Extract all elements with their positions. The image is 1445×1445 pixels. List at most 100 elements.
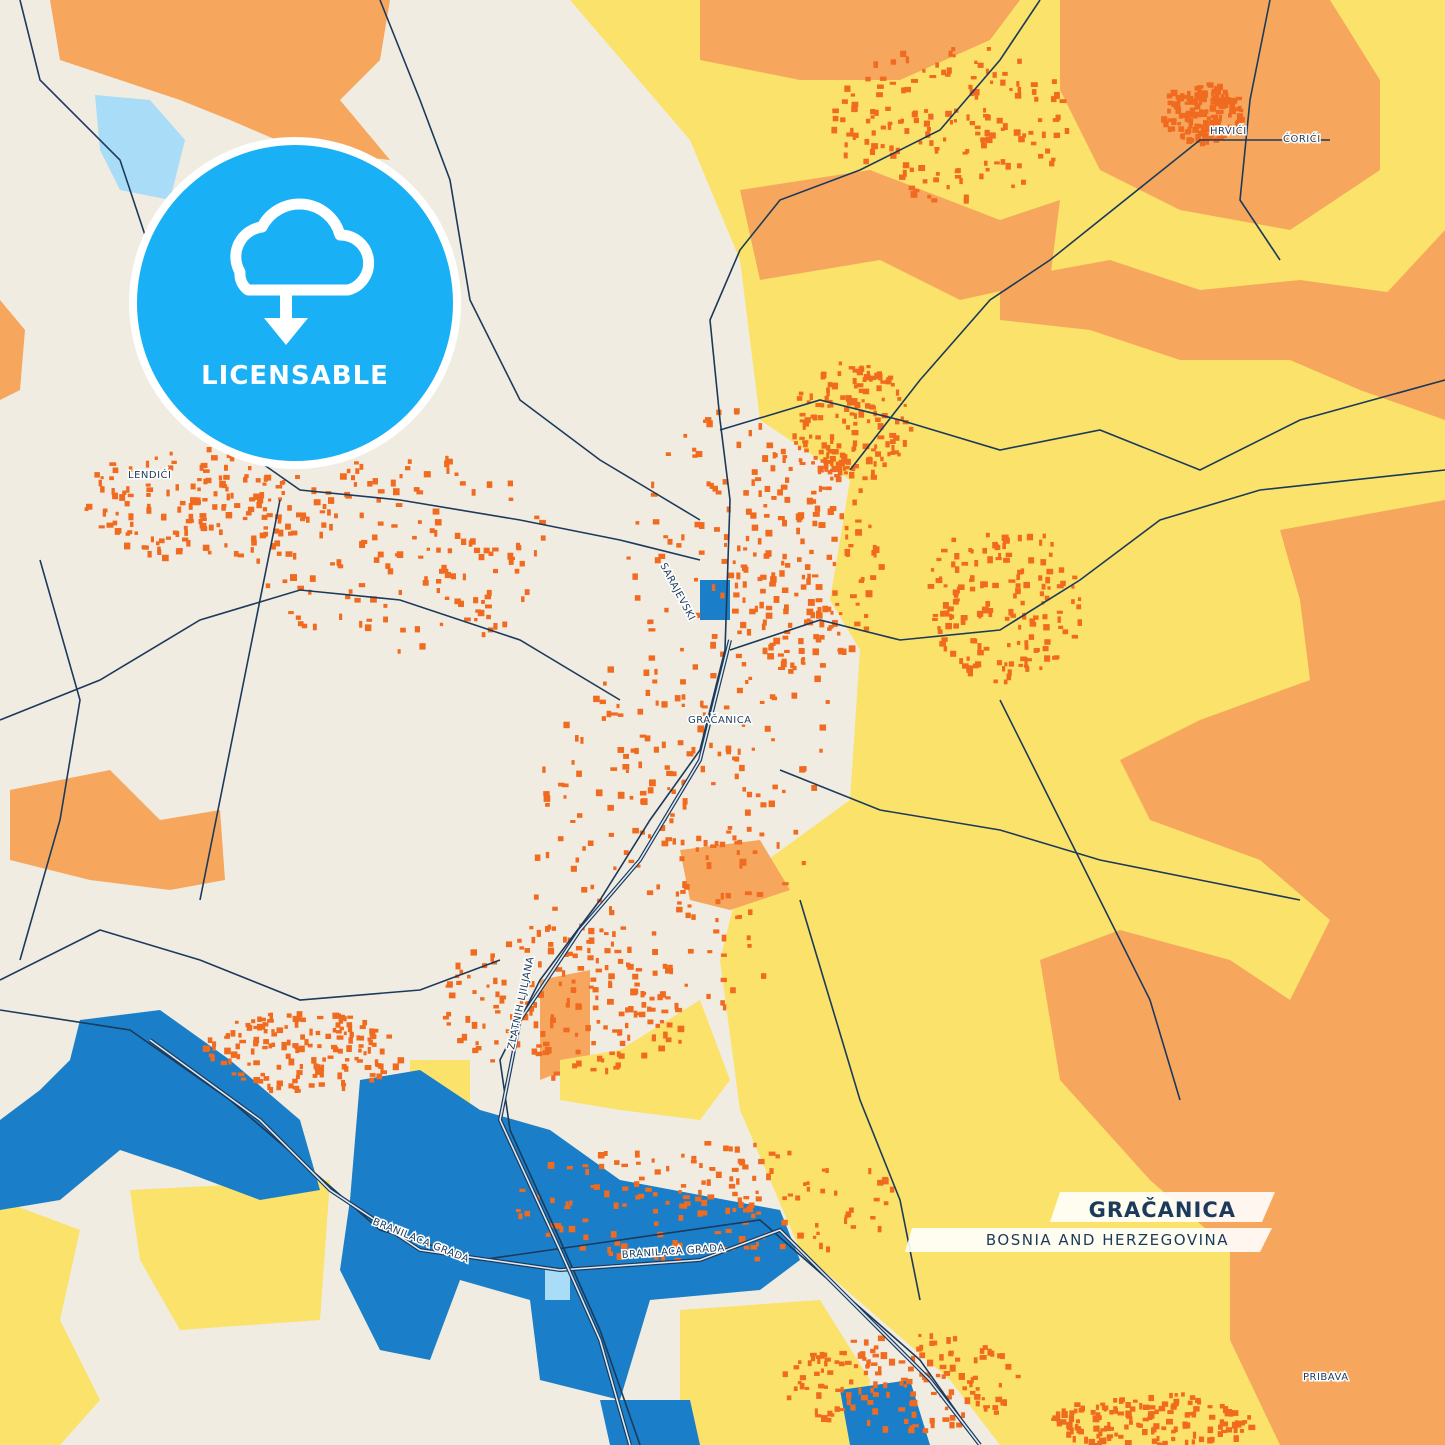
building bbox=[821, 1415, 828, 1422]
building bbox=[1207, 82, 1214, 88]
building bbox=[824, 1357, 831, 1362]
building bbox=[839, 612, 843, 616]
building bbox=[1206, 82, 1211, 87]
building bbox=[601, 716, 606, 721]
building bbox=[769, 1168, 774, 1174]
building bbox=[134, 531, 138, 535]
building bbox=[977, 650, 984, 656]
building bbox=[840, 1386, 844, 1393]
building bbox=[1214, 118, 1221, 125]
building bbox=[952, 54, 956, 58]
building bbox=[575, 857, 580, 863]
building bbox=[769, 642, 776, 646]
building bbox=[755, 793, 761, 798]
building bbox=[954, 169, 961, 174]
building bbox=[1020, 568, 1025, 574]
building bbox=[1006, 673, 1012, 681]
building bbox=[956, 1422, 963, 1428]
building bbox=[1100, 1428, 1107, 1432]
building bbox=[344, 1065, 349, 1072]
building bbox=[519, 560, 525, 567]
building bbox=[1184, 101, 1191, 105]
building bbox=[358, 1044, 364, 1048]
building bbox=[815, 403, 822, 408]
building bbox=[990, 1350, 995, 1357]
building bbox=[1166, 93, 1173, 99]
building bbox=[368, 1039, 373, 1046]
place-label: LENDIĆI bbox=[128, 468, 171, 481]
building bbox=[844, 85, 851, 92]
building bbox=[1167, 100, 1174, 106]
building bbox=[1031, 89, 1037, 95]
building bbox=[124, 501, 130, 507]
place-label: PRIBAVA bbox=[1303, 1372, 1349, 1383]
building bbox=[1013, 129, 1021, 136]
building bbox=[681, 534, 685, 541]
building bbox=[844, 548, 851, 556]
building bbox=[251, 1019, 256, 1024]
building bbox=[706, 862, 712, 870]
building bbox=[903, 403, 907, 407]
building bbox=[1030, 82, 1038, 87]
building bbox=[348, 1037, 353, 1044]
building bbox=[533, 894, 539, 900]
building bbox=[1181, 1392, 1185, 1397]
building bbox=[1199, 139, 1206, 147]
building bbox=[771, 738, 775, 742]
building bbox=[203, 478, 208, 485]
building bbox=[857, 1352, 864, 1359]
building bbox=[985, 601, 991, 607]
building bbox=[1209, 105, 1217, 112]
building bbox=[866, 419, 871, 424]
building bbox=[300, 1017, 306, 1023]
building bbox=[768, 644, 774, 651]
building bbox=[746, 628, 752, 636]
building bbox=[870, 1387, 874, 1393]
building bbox=[855, 519, 862, 523]
building bbox=[751, 469, 758, 475]
building bbox=[416, 490, 424, 495]
building bbox=[1129, 1417, 1133, 1422]
building bbox=[636, 1161, 641, 1165]
building bbox=[816, 505, 820, 512]
building bbox=[1219, 98, 1226, 105]
building bbox=[576, 1060, 582, 1067]
building bbox=[720, 953, 727, 957]
building bbox=[1002, 542, 1006, 550]
building bbox=[505, 1029, 513, 1034]
building bbox=[797, 557, 802, 562]
building bbox=[172, 530, 178, 535]
building bbox=[650, 492, 658, 497]
building bbox=[663, 535, 669, 539]
building bbox=[423, 471, 431, 478]
building bbox=[575, 946, 583, 951]
building bbox=[715, 899, 721, 905]
building bbox=[771, 496, 777, 500]
building bbox=[873, 1381, 878, 1389]
building bbox=[819, 635, 825, 640]
building bbox=[1056, 584, 1064, 589]
building bbox=[585, 1168, 589, 1175]
building bbox=[643, 669, 650, 676]
building bbox=[114, 528, 120, 535]
building bbox=[930, 1422, 935, 1429]
building bbox=[288, 531, 293, 536]
building bbox=[236, 1054, 241, 1060]
building bbox=[534, 854, 541, 861]
building bbox=[726, 506, 731, 513]
building bbox=[871, 130, 876, 136]
building bbox=[397, 1057, 405, 1064]
building bbox=[288, 611, 294, 615]
building bbox=[849, 1207, 854, 1213]
building bbox=[1181, 133, 1185, 140]
building bbox=[1000, 159, 1006, 165]
building bbox=[719, 841, 726, 848]
building bbox=[230, 1030, 236, 1037]
building bbox=[681, 694, 686, 700]
building bbox=[563, 936, 567, 943]
building bbox=[672, 1240, 678, 1247]
building bbox=[638, 1193, 645, 1199]
building bbox=[436, 579, 442, 584]
building bbox=[418, 555, 424, 559]
